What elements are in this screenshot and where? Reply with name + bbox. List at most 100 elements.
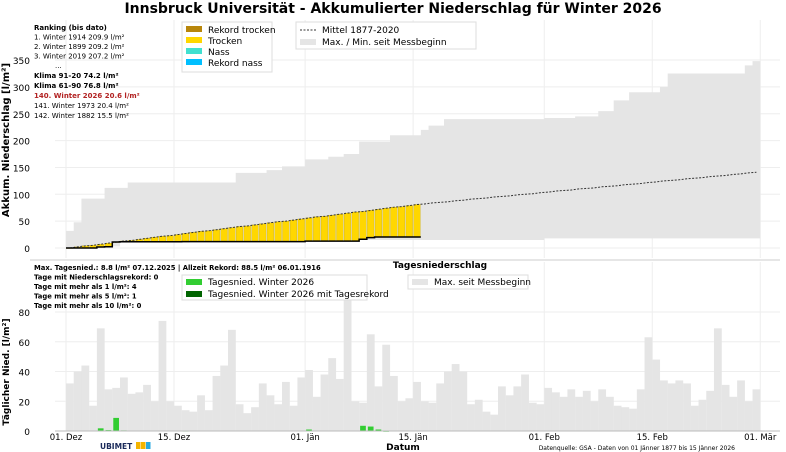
daily-max-bar [104, 389, 113, 431]
daily-max-bar [227, 329, 236, 431]
daily-max-bar [320, 374, 329, 431]
daily-max-bar [212, 375, 221, 431]
daily-max-bar [81, 365, 90, 431]
daily-max-bar [652, 359, 661, 431]
daily-max-bar [366, 334, 375, 431]
ranking-line: 142. Winter 1882 15.5 l/m² [34, 112, 129, 120]
daily-max-bar [274, 404, 283, 431]
daily-precip-bar [113, 417, 119, 431]
daily-max-bar [590, 401, 599, 431]
daily-max-bar [351, 401, 360, 431]
stat-line: Tage mit mehr als 1 l/m²: 4 [34, 283, 137, 291]
legend-label: Rekord trocken [208, 26, 276, 36]
cumulative-bar [390, 207, 398, 238]
legend-box [295, 21, 477, 50]
daily-max-bar [220, 365, 229, 431]
daily-max-bar [428, 402, 437, 431]
daily-max-bar [289, 405, 298, 431]
daily-max-bar [667, 383, 676, 431]
max-min-envelope [66, 61, 761, 249]
daily-max-bar [443, 371, 452, 431]
cumulative-bar [212, 229, 220, 242]
x-tick-label: 15. Feb [637, 433, 668, 443]
daily-max-bar [690, 405, 699, 431]
legend-swatch [186, 37, 202, 43]
x-tick-label: 15. Jän [398, 433, 427, 443]
cumulative-bar [405, 205, 413, 238]
legend-swatch [186, 59, 202, 65]
x-tick-label: 01. Jän [290, 433, 319, 443]
daily-max-bar [621, 407, 630, 431]
y-tick-label: 50 [19, 218, 31, 228]
actual-cumulative-line [66, 236, 421, 249]
cumulative-bar [174, 234, 182, 242]
legend-label: Trocken [207, 37, 242, 47]
cumulative-bar [189, 232, 197, 242]
daily-max-bar [150, 401, 159, 431]
y-tick-label: 80 [19, 309, 31, 319]
ubimet-logo: UBIMET [100, 442, 133, 451]
cumulative-bar [266, 222, 274, 242]
legend-label: Mittel 1877-2020 [322, 26, 400, 36]
daily-max-bar [467, 404, 475, 431]
daily-max-bar [189, 411, 198, 431]
ranking-line: ... [55, 62, 62, 70]
daily-max-bar [721, 384, 730, 431]
daily-max-bar [544, 387, 553, 431]
daily-max-bar [605, 396, 614, 431]
cumulative-bar [197, 231, 205, 242]
klima-6190: Klima 61-90 76.8 l/m² [34, 82, 119, 90]
daily-max-bar [521, 374, 529, 431]
daily-max-bar [482, 411, 491, 431]
daily-max-bar [197, 395, 205, 431]
y-axis-label: Täglicher Nied. [l/m²] [2, 318, 12, 425]
daily-max-bar [243, 413, 252, 431]
cumulative-bar [297, 218, 305, 242]
cumulative-bar [205, 230, 213, 242]
bottom-title: Tagesniederschlag [393, 261, 487, 271]
x-tick-label: 01. Feb [529, 433, 560, 443]
legend-swatch [300, 39, 316, 45]
y-tick-label: 20 [19, 398, 31, 408]
cumulative-bar [305, 217, 313, 242]
daily-max-bar [66, 383, 74, 431]
legend-label: Rekord nass [208, 59, 263, 69]
daily-max-bar [559, 396, 568, 431]
daily-max-bar [135, 392, 144, 431]
daily-max-bar [575, 396, 583, 431]
legend-box [407, 274, 529, 290]
cumulative-bar [344, 212, 352, 242]
daily-max-bar [173, 405, 182, 431]
daily-max-bar [744, 401, 753, 431]
daily-max-bar [698, 399, 707, 431]
daily-max-bar [397, 401, 406, 431]
cumulative-bar [351, 211, 359, 242]
logo-mark [141, 442, 146, 449]
daily-precip-bar [97, 428, 104, 431]
cumulative-bar [274, 221, 282, 242]
x-axis-label: Datum [386, 443, 420, 452]
daily-max-bar [459, 371, 468, 431]
daily-max-bar [166, 401, 175, 431]
daily-max-bar [737, 380, 745, 431]
daily-max-bar [266, 395, 275, 431]
daily-max-bar [675, 380, 684, 431]
cumulative-bar [236, 226, 244, 242]
stat-line: Tage mit Niederschlagsrekord: 0 [34, 274, 159, 282]
daily-max-bar [127, 393, 136, 431]
daily-max-bar [158, 320, 167, 431]
cumulative-bar [336, 214, 344, 242]
cumulative-bar [413, 204, 421, 238]
ranking-line: 2. Winter 1899 209.2 l/m² [34, 43, 125, 51]
daily-max-bar [713, 328, 722, 431]
ranking-line: 1. Winter 1914 209.9 l/m² [34, 34, 125, 42]
daily-max-bar [729, 396, 738, 431]
daily-precip-bar [306, 429, 312, 431]
daily-precip-bar [375, 429, 382, 431]
daily-max-bar [752, 389, 761, 431]
daily-max-bar [343, 300, 352, 431]
legend-box [181, 274, 368, 301]
daily-max-bar [490, 414, 499, 431]
daily-max-bar [683, 383, 691, 431]
